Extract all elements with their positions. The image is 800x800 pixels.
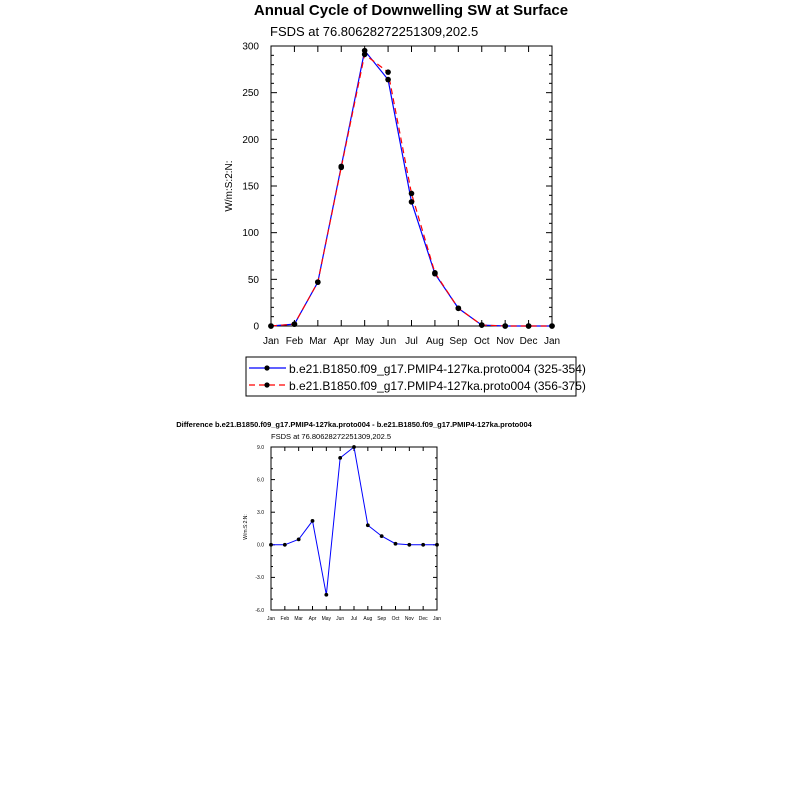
main-x-tick-label: Aug <box>426 336 444 347</box>
main-y-tick-label: 250 <box>242 88 259 99</box>
diff-x-tick-label: Jul <box>351 616 357 622</box>
diff-y-tick-label: 0.0 <box>257 543 264 549</box>
main-plot-area: Jan Feb Mar Apr May Jun Jul Aug Sep Oct Nov Dec Jan 0… <box>242 42 560 348</box>
diff-y-tick-label: 6.0 <box>257 477 264 483</box>
diff-series-1-line <box>271 446 437 595</box>
main-chart-y-axis-label: W/m:S:2:N: <box>224 160 235 211</box>
diff-x-tick-label: Oct <box>392 616 400 622</box>
main-x-tick-label: Oct <box>474 336 490 347</box>
main-y-tick-label: 200 <box>242 135 259 146</box>
legend-label-series-2: b.e21.B1850.f09_g17.PMIP4-127ka.proto004… <box>289 379 586 393</box>
diff-chart-y-axis-label: W/m:S:2:N: <box>243 514 249 540</box>
diff-series-1-point <box>379 534 384 539</box>
main-series-2-point <box>385 69 391 75</box>
main-x-tick-label: May <box>355 336 374 347</box>
main-x-tick-label: Jun <box>380 336 396 347</box>
main-x-tick-label: Feb <box>286 336 304 347</box>
main-y-tick-label: 300 <box>242 42 259 53</box>
diff-series-1-point <box>421 542 426 547</box>
main-series-2-point <box>315 279 321 285</box>
main-x-tick-label: Jul <box>405 336 418 347</box>
diff-chart-subtitle: FSDS at 76.80628272251309,202.5 <box>271 432 391 441</box>
diff-x-tick-label: Nov <box>405 616 414 622</box>
legend-marker-series-1 <box>264 365 270 371</box>
main-series-2-line <box>270 53 552 327</box>
main-y-tick-label: 100 <box>242 228 259 239</box>
main-series-2-point <box>478 322 485 328</box>
diff-x-tick-label: Mar <box>294 616 303 622</box>
diff-x-tick-label: Jan <box>433 616 441 622</box>
diff-y-tick-label: -3.0 <box>255 575 264 581</box>
main-chart-subtitle: FSDS at 76.80628272251309,202.5 <box>270 24 478 39</box>
diff-series-1-point <box>296 537 301 542</box>
main-y-tick-label: 150 <box>242 182 259 193</box>
diff-series-1-point <box>352 445 356 449</box>
diff-series-1-point <box>365 523 370 528</box>
main-chart-title: Annual Cycle of Downwelling SW at Surfac… <box>254 2 568 19</box>
diff-x-tick-label: Aug <box>363 616 372 622</box>
legend-marker-series-2 <box>264 382 270 388</box>
diff-y-tick-label: 3.0 <box>257 510 264 516</box>
diff-series-1-point <box>393 541 398 546</box>
main-x-tick-label: Sep <box>449 336 467 347</box>
diff-series-1-point <box>282 542 287 547</box>
diff-x-tick-label: Apr <box>309 616 317 622</box>
legend-box <box>245 356 577 397</box>
diff-x-tick-label: Jan <box>267 616 275 622</box>
diff-x-tick-label: Sep <box>377 616 386 622</box>
diff-x-tick-label: Jun <box>336 616 344 622</box>
main-series-2-point <box>432 270 438 276</box>
diff-y-tick-label: -6.0 <box>255 608 264 614</box>
diff-series-1-point <box>435 542 439 547</box>
main-x-tick-label: Jan <box>263 336 279 347</box>
main-x-tick-label: Apr <box>333 336 349 347</box>
main-series-2-point <box>338 164 345 171</box>
main-plot-frame <box>270 45 553 327</box>
diff-x-tick-label: Dec <box>419 616 428 622</box>
diff-y-tick-label: 9.0 <box>257 445 264 451</box>
main-series-1-point <box>408 199 415 205</box>
diff-x-tick-label: May <box>322 616 332 622</box>
main-series-2-point <box>291 321 298 327</box>
main-series-2-point <box>502 323 508 329</box>
diff-series-1-point <box>324 592 329 597</box>
main-x-tick-label: Nov <box>496 336 514 347</box>
legend-label-series-1: b.e21.B1850.f09_g17.PMIP4-127ka.proto004… <box>289 362 586 376</box>
diff-plot-frame <box>270 446 438 611</box>
main-series-1-line <box>270 49 552 327</box>
main-x-tick-label: Jan <box>544 336 560 347</box>
main-series-2-point <box>455 305 462 312</box>
main-series-2-point <box>361 51 368 58</box>
diff-series-1-point <box>407 542 412 547</box>
main-x-tick-label: Dec <box>520 336 538 347</box>
diff-x-tick-label: Feb <box>281 616 290 622</box>
diff-series-1-point <box>310 518 315 523</box>
main-x-tick-label: Mar <box>309 336 327 347</box>
main-series-2-point <box>549 323 555 329</box>
diff-chart-title: Difference b.e21.B1850.f09_g17.PMIP4-127… <box>176 420 532 429</box>
main-y-tick-label: 50 <box>248 275 260 286</box>
diff-plot-area: Jan Feb Mar Apr May Jun Jul Aug Sep Oct Nov Dec Jan-… <box>255 445 441 622</box>
main-series-2-point <box>268 323 274 329</box>
main-legend: b.e21.B1850.f09_g17.PMIP4-127ka.proto004… <box>245 356 586 397</box>
main-series-1-point <box>385 76 391 83</box>
diff-series-1-point <box>269 542 273 547</box>
diff-series-1-point <box>338 455 343 460</box>
main-series-2-point <box>525 323 532 329</box>
main-y-tick-label: 0 <box>253 322 259 333</box>
main-series-2-point <box>408 190 415 197</box>
